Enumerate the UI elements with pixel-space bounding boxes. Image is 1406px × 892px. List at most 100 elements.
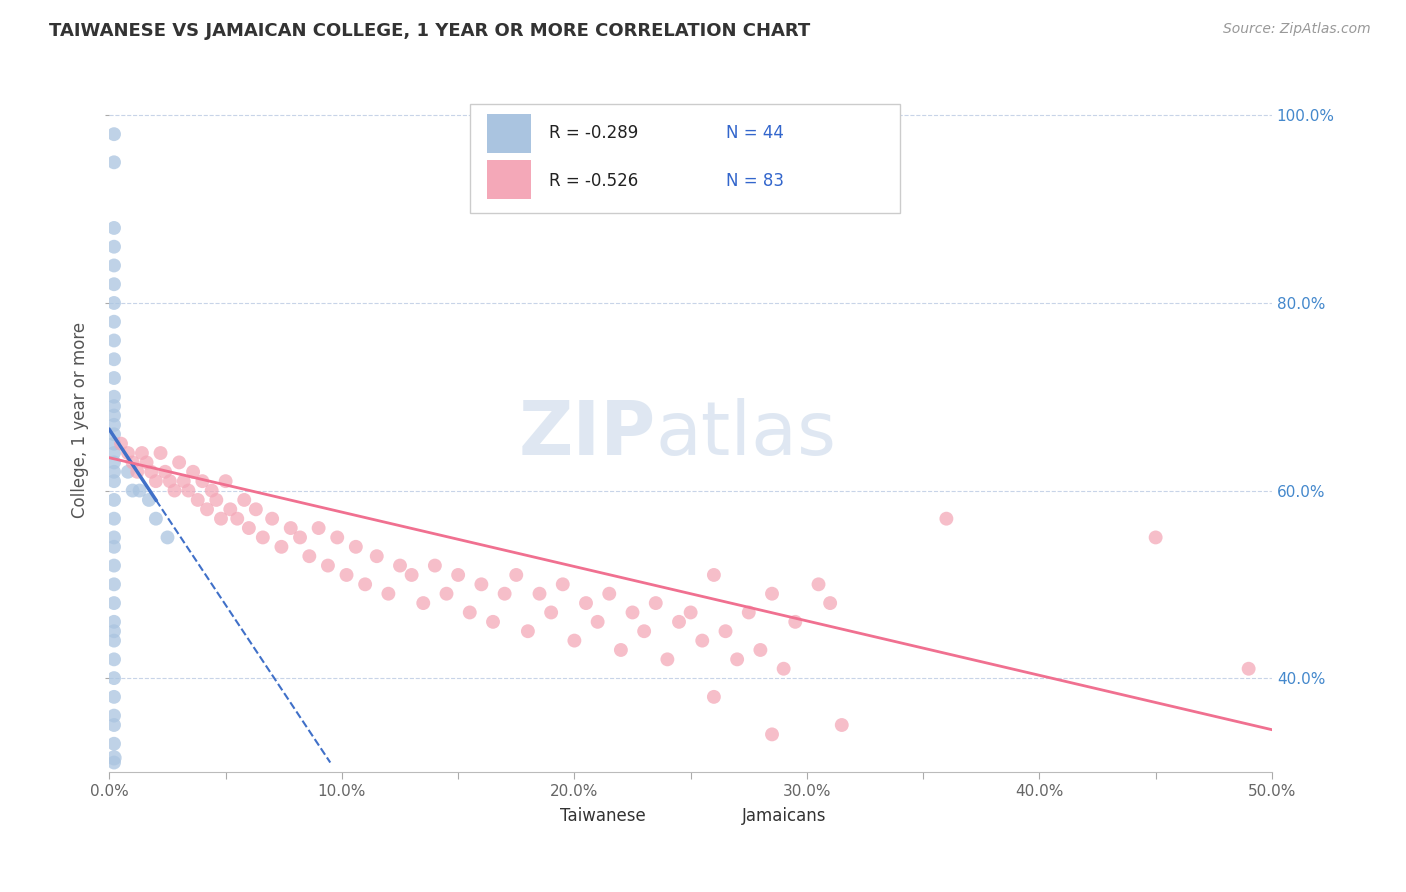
Point xyxy=(103,558,125,573)
Point xyxy=(103,390,125,404)
Point xyxy=(195,502,218,516)
Text: Taiwanese: Taiwanese xyxy=(561,806,647,824)
Point xyxy=(103,756,125,770)
Point xyxy=(785,615,807,629)
Point xyxy=(389,558,412,573)
Point xyxy=(644,596,666,610)
Point xyxy=(447,568,470,582)
Point xyxy=(121,455,143,469)
Point xyxy=(117,446,139,460)
Point xyxy=(103,417,125,432)
Point xyxy=(177,483,200,498)
Point xyxy=(586,615,609,629)
Point xyxy=(657,652,679,666)
Point xyxy=(668,615,690,629)
Point xyxy=(135,455,157,469)
FancyBboxPatch shape xyxy=(702,804,731,828)
Point xyxy=(335,568,357,582)
Point xyxy=(598,587,620,601)
Point xyxy=(690,633,713,648)
Point xyxy=(128,483,150,498)
Point xyxy=(738,606,761,620)
Point xyxy=(110,436,132,450)
Point xyxy=(245,502,267,516)
Point xyxy=(103,334,125,348)
Point xyxy=(761,587,783,601)
Point xyxy=(121,483,143,498)
Point xyxy=(103,671,125,685)
Point xyxy=(288,531,311,545)
Point xyxy=(103,296,125,310)
Point xyxy=(173,474,195,488)
Point xyxy=(103,465,125,479)
Point xyxy=(103,259,125,273)
Point xyxy=(131,446,153,460)
Point xyxy=(575,596,598,610)
Point xyxy=(103,737,125,751)
Point xyxy=(316,558,339,573)
FancyBboxPatch shape xyxy=(522,804,551,828)
Point xyxy=(551,577,574,591)
Point xyxy=(103,511,125,525)
Point xyxy=(103,633,125,648)
Point xyxy=(103,596,125,610)
Text: ZIP: ZIP xyxy=(519,398,655,471)
Point xyxy=(103,240,125,254)
Point xyxy=(725,652,748,666)
Point xyxy=(103,127,125,141)
Point xyxy=(1237,662,1260,676)
Point xyxy=(529,587,551,601)
Point xyxy=(201,483,224,498)
Point xyxy=(103,492,125,507)
Point xyxy=(103,455,125,469)
Point xyxy=(252,531,274,545)
Point xyxy=(103,277,125,292)
Point xyxy=(354,577,377,591)
Point xyxy=(145,511,167,525)
Point xyxy=(117,465,139,479)
FancyBboxPatch shape xyxy=(488,114,531,153)
Point xyxy=(344,540,367,554)
Point xyxy=(145,474,167,488)
Text: N = 44: N = 44 xyxy=(725,124,783,142)
Text: Source: ZipAtlas.com: Source: ZipAtlas.com xyxy=(1223,22,1371,37)
Text: TAIWANESE VS JAMAICAN COLLEGE, 1 YEAR OR MORE CORRELATION CHART: TAIWANESE VS JAMAICAN COLLEGE, 1 YEAR OR… xyxy=(49,22,810,40)
Point xyxy=(412,596,434,610)
Point xyxy=(280,521,302,535)
Point xyxy=(219,502,242,516)
Point xyxy=(436,587,458,601)
Point xyxy=(226,511,249,525)
Point xyxy=(703,568,725,582)
Point xyxy=(807,577,830,591)
Point xyxy=(214,474,236,488)
Point xyxy=(103,624,125,639)
Point xyxy=(167,455,190,469)
Point xyxy=(458,606,481,620)
Point xyxy=(633,624,655,639)
Point xyxy=(482,615,505,629)
FancyBboxPatch shape xyxy=(488,160,531,199)
Point xyxy=(540,606,562,620)
Point xyxy=(262,511,284,525)
Point xyxy=(205,492,228,507)
Point xyxy=(103,221,125,235)
Point xyxy=(703,690,725,704)
Point xyxy=(103,531,125,545)
Point xyxy=(187,492,209,507)
Point xyxy=(935,511,957,525)
FancyBboxPatch shape xyxy=(470,103,900,212)
Point xyxy=(103,474,125,488)
Point xyxy=(103,652,125,666)
Point xyxy=(564,633,586,648)
Point xyxy=(831,718,853,732)
Point xyxy=(1144,531,1167,545)
Point xyxy=(326,531,349,545)
Point xyxy=(153,465,176,479)
Point xyxy=(103,315,125,329)
Point xyxy=(149,446,172,460)
Point xyxy=(156,531,179,545)
Point xyxy=(749,643,772,657)
Point xyxy=(516,624,538,639)
Point xyxy=(103,751,125,765)
Point xyxy=(103,708,125,723)
